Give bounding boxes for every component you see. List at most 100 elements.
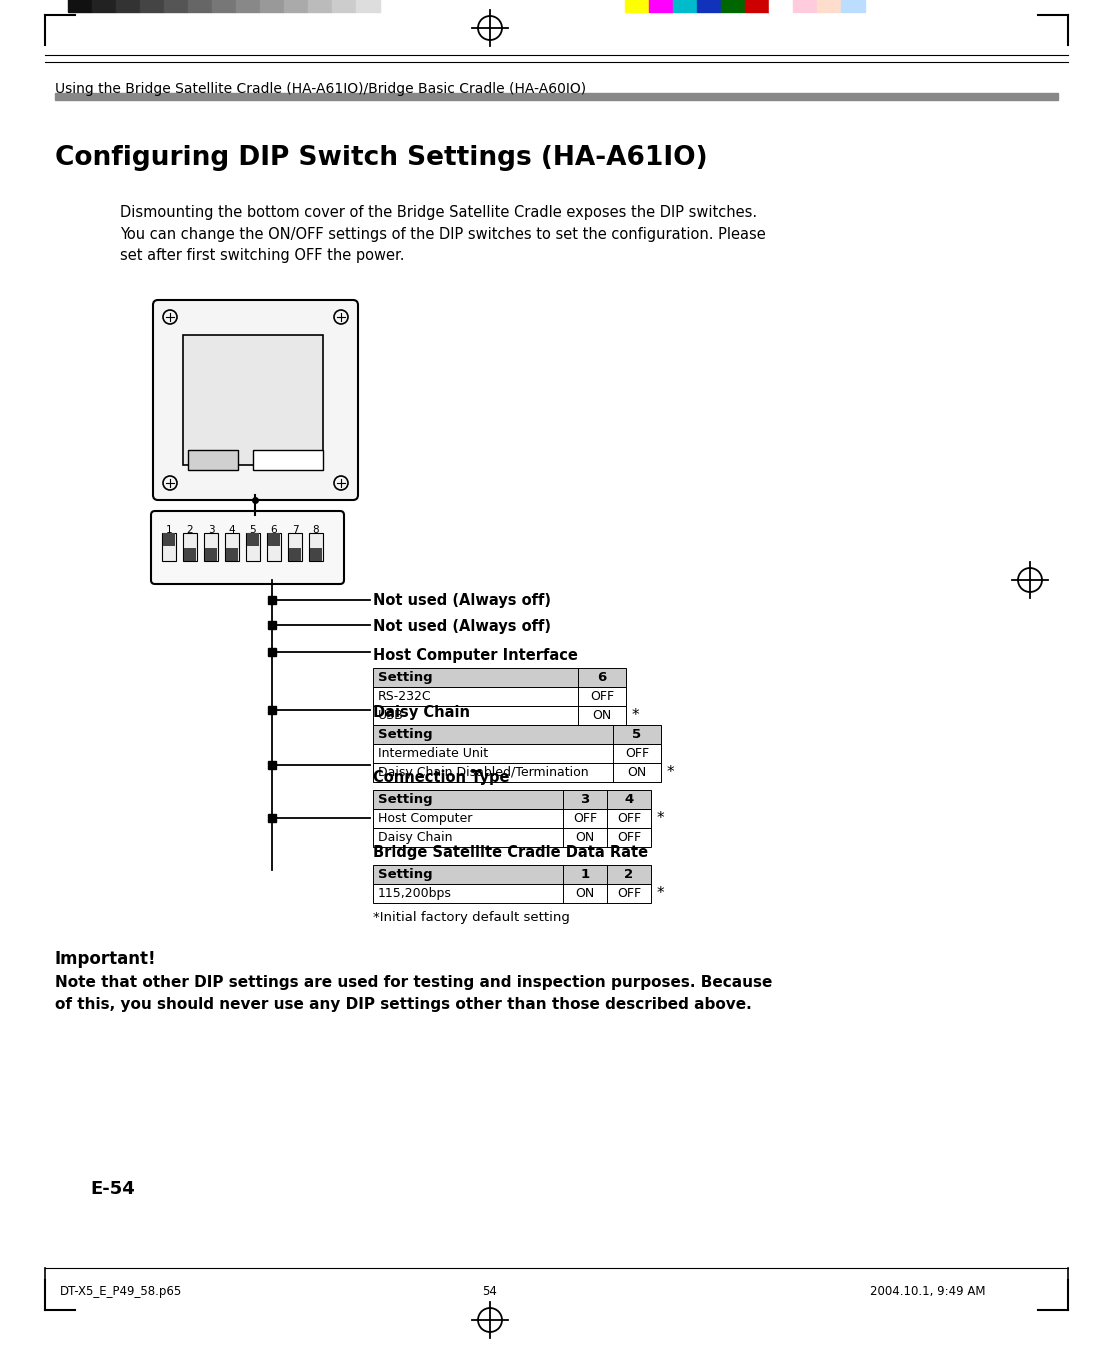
- Text: 1: 1: [166, 525, 173, 534]
- Bar: [164, 0, 188, 12]
- Text: Host Computer Interface: Host Computer Interface: [373, 648, 578, 663]
- Text: OFF: OFF: [590, 690, 614, 704]
- Bar: [253, 451, 323, 469]
- Text: Daisy Chain: Daisy Chain: [378, 831, 453, 844]
- Bar: [55, 93, 1058, 100]
- Bar: [721, 0, 745, 12]
- Text: 2: 2: [624, 869, 633, 881]
- Bar: [626, 0, 649, 12]
- Bar: [673, 0, 697, 12]
- Bar: [268, 706, 276, 714]
- Bar: [311, 548, 322, 561]
- Bar: [205, 548, 217, 561]
- Bar: [373, 744, 661, 763]
- Text: 5: 5: [632, 728, 641, 741]
- Text: 2: 2: [187, 525, 194, 534]
- Bar: [211, 0, 236, 12]
- Bar: [841, 0, 865, 12]
- Text: Daisy Chain Disabled/Termination: Daisy Chain Disabled/Termination: [378, 766, 589, 779]
- Text: RS-232C: RS-232C: [378, 690, 432, 704]
- Bar: [309, 533, 323, 561]
- Bar: [116, 0, 140, 12]
- Text: 4: 4: [228, 525, 235, 534]
- Text: *: *: [632, 708, 640, 723]
- Bar: [247, 533, 259, 547]
- Text: ON: ON: [575, 831, 594, 844]
- Text: OFF: OFF: [573, 812, 597, 825]
- Text: USB: USB: [378, 709, 404, 723]
- Text: *Initial factory default setting: *Initial factory default setting: [373, 911, 570, 924]
- Text: Dismounting the bottom cover of the Bridge Satellite Cradle exposes the DIP swit: Dismounting the bottom cover of the Brid…: [120, 206, 766, 264]
- Text: Setting: Setting: [378, 869, 433, 881]
- Bar: [356, 0, 380, 12]
- Bar: [246, 533, 260, 561]
- Text: 6: 6: [598, 671, 607, 685]
- Bar: [140, 0, 164, 12]
- Text: *: *: [657, 886, 664, 901]
- Text: Setting: Setting: [378, 671, 433, 685]
- Bar: [183, 533, 197, 561]
- Bar: [373, 828, 651, 847]
- FancyBboxPatch shape: [152, 300, 358, 501]
- Text: Connection Type: Connection Type: [373, 770, 510, 785]
- Bar: [188, 451, 238, 469]
- Bar: [260, 0, 284, 12]
- Text: Note that other DIP settings are used for testing and inspection purposes. Becau: Note that other DIP settings are used fo…: [55, 976, 772, 1012]
- Bar: [268, 760, 276, 769]
- Bar: [268, 621, 276, 629]
- Text: E-54: E-54: [90, 1180, 135, 1197]
- Bar: [288, 533, 302, 561]
- Text: 8: 8: [313, 525, 319, 534]
- Text: Not used (Always off): Not used (Always off): [373, 618, 551, 633]
- Text: Setting: Setting: [378, 793, 433, 806]
- Bar: [697, 0, 721, 12]
- Bar: [183, 336, 323, 465]
- Bar: [225, 533, 239, 561]
- Bar: [817, 0, 841, 12]
- Bar: [92, 0, 116, 12]
- Text: 3: 3: [580, 793, 590, 806]
- Bar: [373, 809, 651, 828]
- Bar: [162, 533, 175, 547]
- Text: *: *: [657, 810, 664, 825]
- Text: Configuring DIP Switch Settings (HA-A61IO): Configuring DIP Switch Settings (HA-A61I…: [55, 145, 708, 170]
- Bar: [188, 0, 211, 12]
- Text: Daisy Chain: Daisy Chain: [373, 705, 470, 720]
- Bar: [373, 687, 626, 706]
- Bar: [204, 533, 218, 561]
- Text: Bridge Satellite Cradle Data Rate: Bridge Satellite Cradle Data Rate: [373, 846, 648, 861]
- FancyBboxPatch shape: [151, 511, 344, 584]
- Bar: [373, 763, 661, 782]
- Text: OFF: OFF: [624, 747, 649, 760]
- Text: Intermediate Unit: Intermediate Unit: [378, 747, 489, 760]
- Text: Host Computer: Host Computer: [378, 812, 472, 825]
- Bar: [792, 0, 817, 12]
- Text: ON: ON: [592, 709, 612, 723]
- Bar: [289, 548, 301, 561]
- Bar: [745, 0, 769, 12]
- Bar: [373, 725, 661, 744]
- Bar: [268, 815, 276, 823]
- Text: Important!: Important!: [55, 950, 157, 967]
- Text: 1: 1: [581, 869, 590, 881]
- Bar: [769, 0, 792, 12]
- Text: 3: 3: [208, 525, 215, 534]
- Bar: [373, 865, 651, 884]
- Text: *: *: [667, 764, 674, 779]
- Bar: [373, 884, 651, 902]
- Text: ON: ON: [628, 766, 647, 779]
- Text: 2004.10.1, 9:49 AM: 2004.10.1, 9:49 AM: [870, 1285, 985, 1298]
- Bar: [267, 533, 280, 561]
- Bar: [268, 597, 276, 603]
- Bar: [284, 0, 308, 12]
- Text: OFF: OFF: [617, 888, 641, 900]
- Bar: [308, 0, 332, 12]
- Text: 5: 5: [249, 525, 256, 534]
- Text: Using the Bridge Satellite Cradle (HA-A61IO)/Bridge Basic Cradle (HA-A60IO): Using the Bridge Satellite Cradle (HA-A6…: [55, 83, 587, 96]
- Bar: [373, 706, 626, 725]
- Bar: [236, 0, 260, 12]
- Text: OFF: OFF: [617, 831, 641, 844]
- Bar: [184, 548, 196, 561]
- Bar: [649, 0, 673, 12]
- Text: DT-X5_E_P49_58.p65: DT-X5_E_P49_58.p65: [60, 1285, 183, 1298]
